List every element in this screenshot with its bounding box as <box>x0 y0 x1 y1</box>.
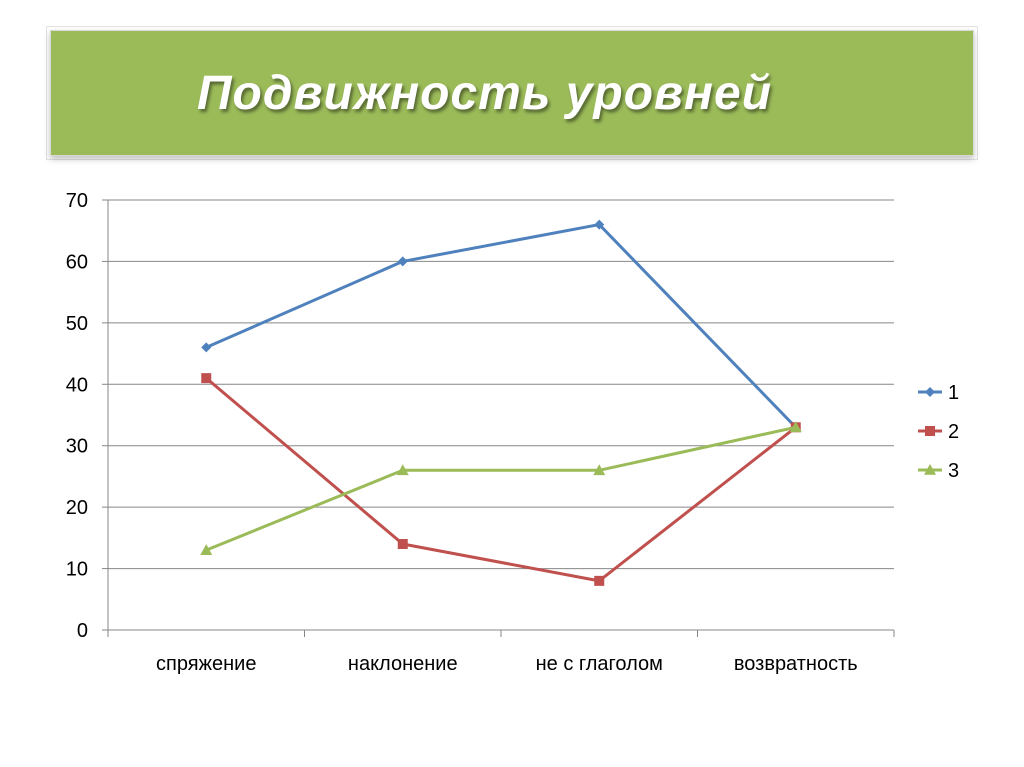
y-tick-label: 40 <box>66 374 88 396</box>
series-line-1 <box>205 223 797 429</box>
data-point-diamond <box>201 342 212 353</box>
slide-title: Подвижность уровней <box>197 66 773 120</box>
data-point-triangle <box>593 464 606 476</box>
data-point-diamond <box>925 387 935 397</box>
data-point-triangle <box>200 544 213 555</box>
chart-gridlines <box>108 199 894 570</box>
data-point-square <box>594 575 605 586</box>
legend-entry-1: 1 <box>918 382 959 404</box>
series-1 <box>201 219 801 433</box>
x-category-label: наклонение <box>348 653 458 675</box>
data-point-triangle <box>789 421 802 433</box>
y-tick-label: 10 <box>66 559 88 581</box>
x-category-label: спряжение <box>156 653 256 675</box>
y-tick-label: 50 <box>66 313 88 335</box>
series-3 <box>200 421 802 555</box>
data-point-triangle <box>924 464 936 475</box>
data-point-diamond <box>594 219 605 230</box>
x-category-label: возвратность <box>734 653 858 675</box>
y-tick-label: 70 <box>66 190 88 212</box>
series-line-2 <box>205 376 797 583</box>
y-tick-label: 30 <box>66 436 88 458</box>
legend-entry-3: 3 <box>918 460 959 482</box>
title-banner: Подвижность уровней <box>50 30 974 156</box>
legend-label: 1 <box>948 382 959 404</box>
data-point-diamond <box>397 256 408 267</box>
series-line-3 <box>205 425 797 552</box>
legend-label: 3 <box>948 460 959 482</box>
y-tick-label: 20 <box>66 497 88 519</box>
y-tick-label: 60 <box>66 251 88 273</box>
data-point-square <box>201 373 212 384</box>
data-point-triangle <box>396 464 409 476</box>
legend-label: 2 <box>948 421 959 443</box>
y-tick-label: 0 <box>77 620 88 642</box>
data-point-square <box>397 539 408 549</box>
data-point-square <box>925 426 935 436</box>
x-axis-category-labels: спряжение наклонение не с глаголом возвратн… <box>156 653 858 675</box>
chart-legend: 1 2 3 <box>918 382 959 482</box>
series-2 <box>201 373 801 586</box>
chart-series <box>200 219 802 586</box>
x-category-label: не с глаголом <box>536 653 663 675</box>
legend-entry-2: 2 <box>918 421 959 443</box>
y-axis-tick-labels: 0 10 20 30 40 50 60 70 <box>66 190 88 642</box>
chart-axes <box>102 199 895 637</box>
